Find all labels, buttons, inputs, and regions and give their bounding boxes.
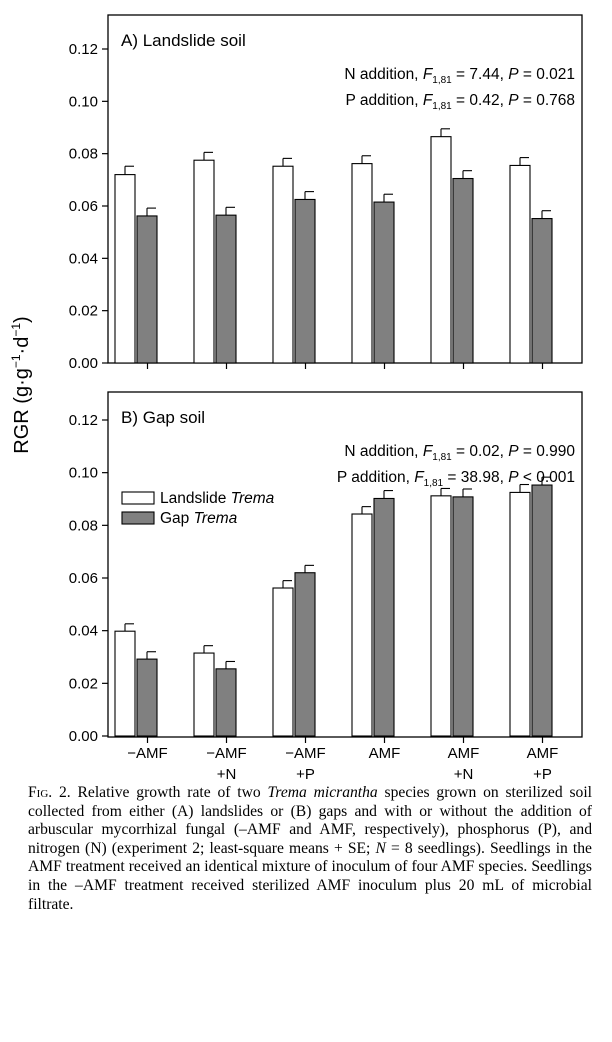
- x-tick-label: +P: [296, 766, 315, 780]
- plot-frame-a: [107, 14, 583, 364]
- x-tick-label: AMF: [369, 745, 401, 762]
- figure: 0.00 0.02 0.04 0.06 0.08 0.10 0.12 A) Landslide…: [9, 14, 583, 780]
- panel-b: 0.00 0.02 0.04 0.06 0.08 0.10 0.12 B) Gap soil N…: [69, 391, 583, 745]
- x-tick-label: +N: [217, 766, 237, 780]
- stat-line-b-2: P addition, F1,81 = 38.98, P < 0.001: [337, 469, 575, 489]
- y-tick-label-a: 0.02: [69, 303, 98, 320]
- bar-b-gap-1: [136, 658, 158, 737]
- bar-a-landslide-5: [430, 136, 452, 364]
- y-tick-label-a: 0.12: [69, 41, 98, 58]
- x-tick-label: −AMF: [206, 745, 246, 762]
- bar-a-gap-3: [294, 198, 316, 364]
- stat-line-a-2: P addition, F1,81 = 0.42, P = 0.768: [346, 92, 575, 112]
- y-tick-label-b: 0.00: [69, 728, 98, 745]
- y-tick-label-b: 0.08: [69, 517, 98, 534]
- x-tick-label: −AMF: [285, 745, 325, 762]
- legend-swatch-1: [121, 491, 155, 505]
- bar-a-gap-2: [215, 214, 237, 364]
- panel-a: 0.00 0.02 0.04 0.06 0.08 0.10 0.12 A) Landslide…: [69, 14, 583, 372]
- plot-frame-b: [107, 391, 583, 738]
- y-tick-label-b: 0.06: [69, 570, 98, 587]
- x-tick-label: −AMF: [127, 745, 167, 762]
- panel-title-a: A) Landslide soil: [121, 31, 246, 50]
- y-tick-label-b: 0.04: [69, 623, 98, 640]
- bar-a-gap-4: [373, 201, 395, 364]
- x-tick-label: +P: [533, 766, 552, 780]
- y-tick-label-a: 0.00: [69, 355, 98, 372]
- stat-line-b-1: N addition, F1,81 = 0.02, P = 0.990: [344, 443, 575, 463]
- bar-b-landslide-4: [351, 513, 373, 737]
- svg-text:RGR (g·g−1·d−1): RGR (g·g−1·d−1): [9, 316, 33, 453]
- bar-a-gap-6: [531, 218, 553, 364]
- y-tick-label-b: 0.12: [69, 412, 98, 429]
- bar-b-landslide-5: [430, 495, 452, 737]
- bar-b-landslide-1: [114, 630, 136, 737]
- x-tick-label: +N: [454, 766, 474, 780]
- bar-b-gap-5: [452, 496, 474, 737]
- bar-a-landslide-4: [351, 163, 373, 364]
- figure-caption: Fig. 2. Relative growth rate of two Trem…: [28, 784, 592, 913]
- bar-b-gap-2: [215, 668, 237, 737]
- bar-b-landslide-3: [272, 587, 294, 737]
- x-tick-label: AMF: [448, 745, 480, 762]
- bar-b-landslide-6: [509, 491, 531, 737]
- bar-a-landslide-3: [272, 165, 294, 364]
- x-axis-tick-labels: −AMF −AMF +N −AMF +P AMF AMF +N AMF +P: [127, 745, 558, 780]
- panel-title-b: B) Gap soil: [121, 408, 205, 427]
- y-tick-label-a: 0.10: [69, 93, 98, 110]
- y-tick-label-a: 0.04: [69, 250, 98, 267]
- y-axis-label: RGR (g·g−1·d−1): [9, 316, 33, 453]
- legend-swatch-2: [121, 511, 155, 525]
- bar-a-landslide-2: [193, 159, 215, 364]
- bar-b-gap-4: [373, 497, 395, 737]
- bar-a-gap-1: [136, 215, 158, 364]
- y-tick-label-a: 0.06: [69, 198, 98, 215]
- y-tick-label-a: 0.08: [69, 146, 98, 163]
- bar-a-landslide-1: [114, 174, 136, 364]
- y-tick-label-b: 0.02: [69, 675, 98, 692]
- legend-label-1: Landslide Trema: [160, 490, 275, 507]
- bar-b-gap-3: [294, 572, 316, 737]
- legend-label-2: Gap Trema: [160, 510, 238, 527]
- y-tick-label-b: 0.10: [69, 465, 98, 482]
- bar-b-landslide-2: [193, 652, 215, 737]
- bar-a-landslide-6: [509, 164, 531, 364]
- bar-a-gap-5: [452, 177, 474, 364]
- bar-b-gap-6: [531, 484, 553, 737]
- caption-figure-number: Fig. 2.: [28, 784, 71, 801]
- x-tick-label: AMF: [527, 745, 559, 762]
- stat-line-a-1: N addition, F1,81 = 7.44, P = 0.021: [344, 66, 575, 86]
